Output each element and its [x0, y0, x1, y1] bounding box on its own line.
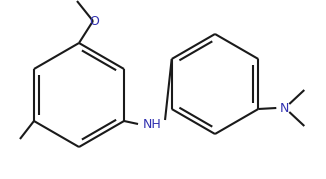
Text: N: N — [280, 101, 289, 115]
Text: O: O — [89, 14, 99, 28]
Text: NH: NH — [143, 117, 161, 130]
